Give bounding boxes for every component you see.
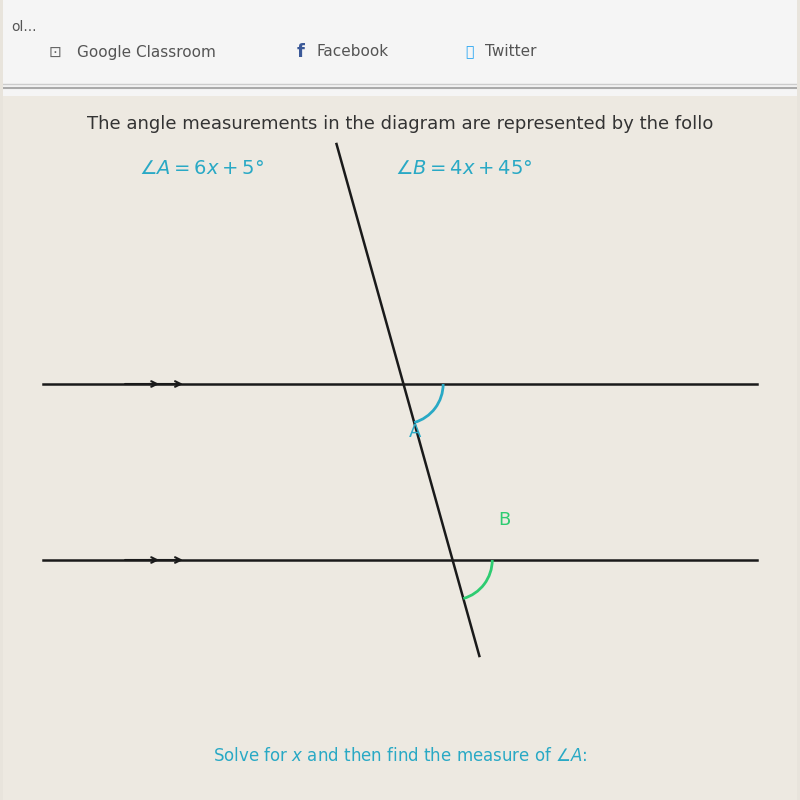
Text: ol...: ol... [11,20,37,34]
FancyBboxPatch shape [3,88,797,800]
Text: $\angle A = 6x + 5°$: $\angle A = 6x + 5°$ [139,158,264,178]
Text: Twitter: Twitter [486,45,537,59]
Text: A: A [409,423,422,441]
Text: B: B [498,511,510,529]
Text: Google Classroom: Google Classroom [77,45,215,59]
Text: Solve for $x$ and then find the measure of $\angle A$:: Solve for $x$ and then find the measure … [213,747,587,765]
Text: $\angle B = 4x + 45°$: $\angle B = 4x + 45°$ [395,158,532,178]
Text: Facebook: Facebook [316,45,389,59]
Text: The angle measurements in the diagram are represented by the follo: The angle measurements in the diagram ar… [87,115,713,133]
Text: 🐦: 🐦 [466,45,474,59]
Text: ⊡: ⊡ [48,45,61,59]
FancyBboxPatch shape [3,0,797,96]
Text: f: f [297,43,305,61]
